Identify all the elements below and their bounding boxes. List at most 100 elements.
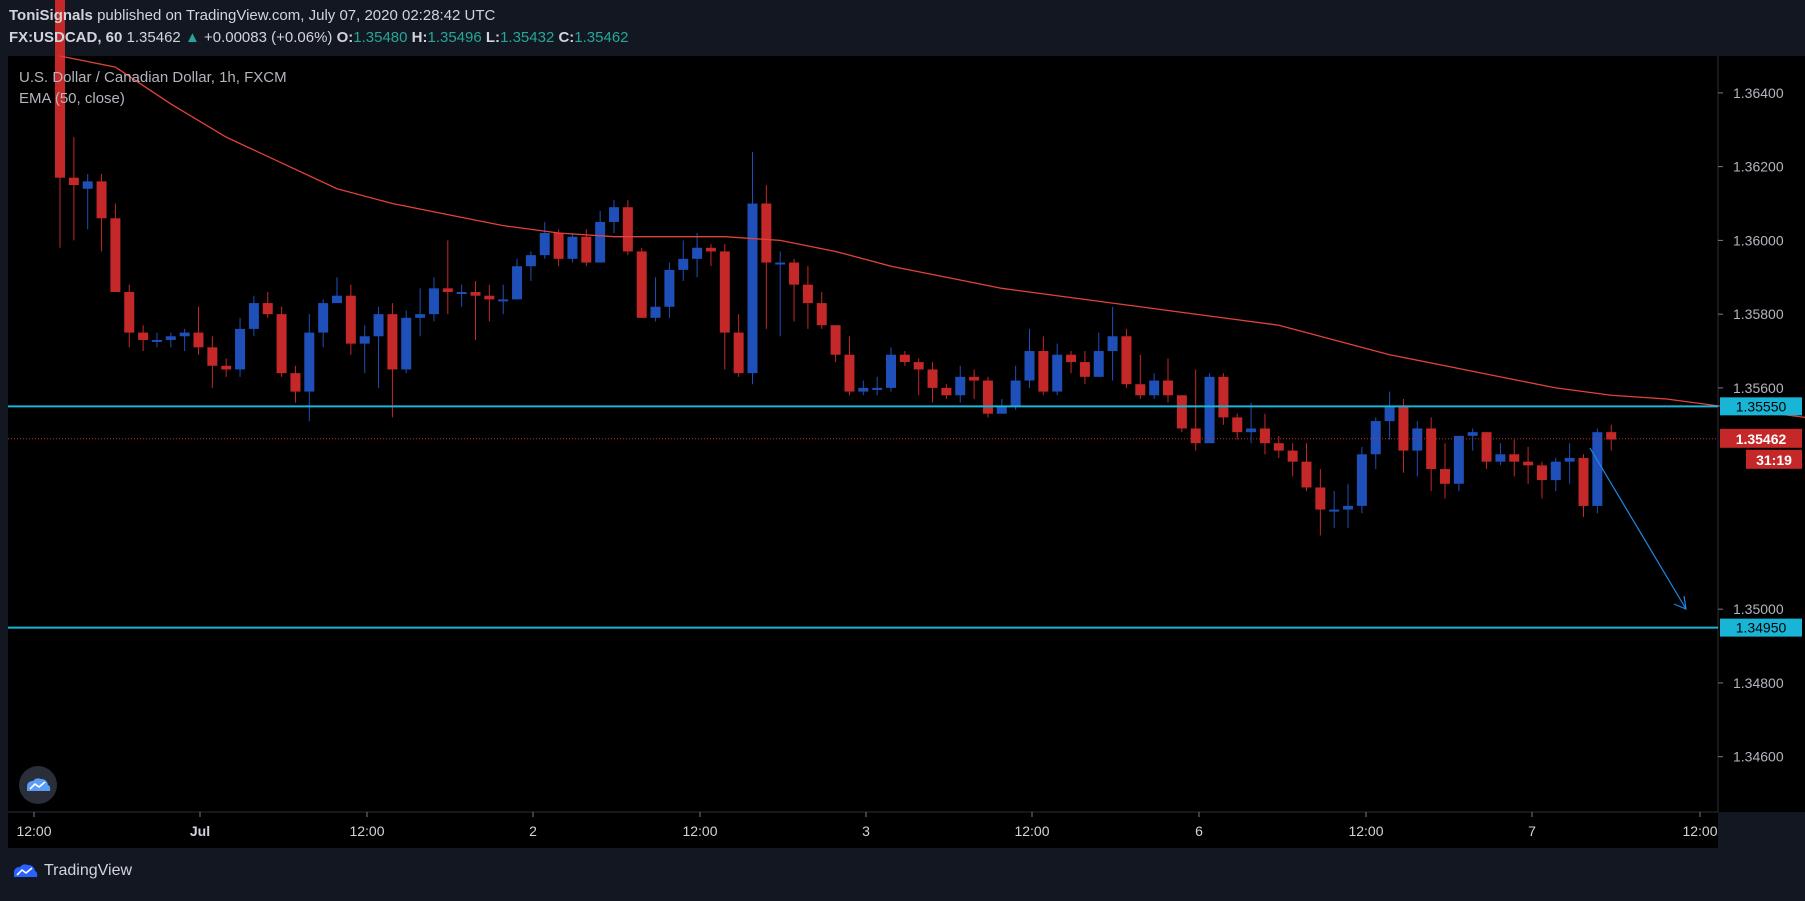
- candle-body: [705, 247, 716, 252]
- x-tick-label: 12:00: [682, 823, 717, 839]
- candle-body: [484, 295, 495, 300]
- candle-body: [1398, 406, 1409, 451]
- header-bar: ToniSignals published on TradingView.com…: [0, 0, 1805, 56]
- candle-body: [1204, 376, 1215, 444]
- candle-body: [775, 262, 786, 265]
- candle-body: [692, 247, 703, 259]
- candle-body: [1232, 417, 1243, 433]
- candle-body: [290, 373, 301, 392]
- candle-body: [415, 314, 426, 318]
- candle-body: [525, 255, 536, 267]
- open-value: 1.35480: [353, 29, 408, 46]
- y-tick-label: 1.35000: [1733, 601, 1784, 617]
- candle-body: [1149, 380, 1160, 396]
- candle-body: [1523, 461, 1534, 466]
- projection-arrow-line[interactable]: [1589, 447, 1687, 610]
- candle-body: [387, 314, 398, 370]
- candle-body: [650, 306, 661, 318]
- candle-body: [1066, 354, 1077, 363]
- candle-body: [1536, 465, 1547, 481]
- candle-body: [1467, 432, 1478, 436]
- tradingview-badge[interactable]: [19, 766, 57, 804]
- ema-line: [59, 55, 1805, 419]
- close-label: C:: [558, 29, 575, 46]
- candle-body: [789, 262, 800, 285]
- candle-body: [1370, 421, 1381, 455]
- candle-body: [1564, 457, 1575, 462]
- high-value: 1.35496: [427, 29, 482, 46]
- level-label: 1.34950: [1736, 620, 1787, 636]
- close-value: 1.35462: [574, 29, 629, 46]
- y-tick-label: 1.36400: [1733, 85, 1784, 101]
- candle-body: [1329, 509, 1340, 512]
- symbol-label[interactable]: FX:USDCAD, 60: [9, 29, 123, 46]
- instrument-title[interactable]: U.S. Dollar / Canadian Dollar, 1h, FXCM: [19, 69, 287, 86]
- tradingview-logo-icon: [14, 864, 38, 877]
- candle-body: [678, 258, 689, 270]
- high-label: H:: [411, 29, 428, 46]
- footer-brand[interactable]: TradingView: [12, 862, 132, 880]
- plot-background: [8, 56, 1718, 812]
- candle-body: [913, 362, 924, 370]
- y-tick-label: 1.34600: [1733, 749, 1784, 765]
- level-label: 1.35550: [1736, 398, 1787, 414]
- candle-body: [719, 251, 730, 333]
- candle-body: [373, 314, 384, 337]
- candle-body: [1024, 351, 1035, 381]
- candle-body: [969, 376, 980, 381]
- y-tick-label: 1.35600: [1733, 380, 1784, 396]
- candle-body: [1495, 454, 1506, 462]
- candle-body: [858, 387, 869, 392]
- candle-body: [1606, 432, 1617, 440]
- candle-body: [1509, 454, 1520, 462]
- x-tick-label: 7: [1528, 823, 1536, 839]
- candle-body: [1440, 469, 1450, 484]
- y-tick-label: 1.34800: [1733, 675, 1784, 691]
- candle-body: [1592, 432, 1603, 506]
- candle-body: [1107, 336, 1118, 352]
- candle-body: [733, 332, 744, 374]
- candle-body: [82, 181, 93, 189]
- candle-body: [1163, 380, 1173, 396]
- last-price-text: 1.35462: [126, 29, 181, 46]
- candle-body: [1356, 454, 1367, 506]
- candle-body: [470, 292, 481, 296]
- publisher-name[interactable]: ToniSignals: [9, 7, 93, 24]
- cloud-logo-icon: [27, 778, 51, 791]
- candle-body: [442, 288, 453, 293]
- candle-body: [1079, 362, 1090, 377]
- candle-body: [1273, 443, 1284, 451]
- candle-body: [1287, 450, 1298, 462]
- y-tick-label: 1.35800: [1733, 306, 1784, 322]
- candle-body: [179, 332, 190, 337]
- candle-body: [886, 354, 896, 388]
- candle-body: [609, 207, 619, 222]
- x-tick-label: 12:00: [1682, 823, 1717, 839]
- candle-body: [193, 332, 204, 348]
- candle-body: [151, 339, 162, 342]
- projection-arrow-head: [1673, 595, 1687, 610]
- candle-body: [802, 284, 813, 304]
- x-tick-label: Jul: [190, 823, 210, 839]
- x-tick-label: 12:00: [16, 823, 51, 839]
- countdown-bg: [1746, 449, 1802, 469]
- x-tick-label: 12:00: [1348, 823, 1383, 839]
- candle-body: [553, 233, 564, 259]
- candle-body: [1190, 428, 1201, 444]
- candle-body: [1481, 432, 1492, 462]
- indicator-label[interactable]: EMA (50, close): [19, 90, 125, 107]
- candle-body: [1453, 435, 1464, 484]
- candle-body: [456, 292, 467, 295]
- symbol-line: FX:USDCAD, 60 1.35462 ▲ +0.00083 (+0.06%…: [9, 29, 629, 46]
- candle-body: [68, 177, 79, 186]
- candle-body: [1135, 384, 1146, 396]
- candle-body: [1246, 428, 1257, 433]
- x-axis-ticks: 12:00 Jul 12:00 2 12:00 3 12:00 6 12:00 7 12:00: [16, 812, 1718, 839]
- candle-body: [955, 376, 966, 396]
- low-label: L:: [485, 29, 501, 46]
- open-label: O:: [336, 29, 354, 46]
- publish-line: ToniSignals published on TradingView.com…: [9, 7, 495, 24]
- candle-body: [872, 387, 883, 390]
